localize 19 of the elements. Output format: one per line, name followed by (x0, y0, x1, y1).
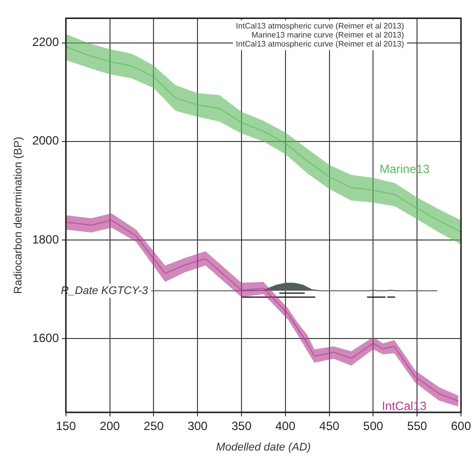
x-axis-title: Modelled date (AD) (216, 441, 312, 454)
x-tick-label: 400 (275, 418, 296, 433)
x-tick-label: 250 (144, 418, 164, 433)
y-tick-label: 2000 (32, 134, 60, 148)
x-tick-label: 150 (56, 418, 76, 433)
y-tick-label: 1600 (32, 330, 60, 345)
annotation: IntCal13 atmospheric curve (Reimer et al 2013) (236, 21, 404, 30)
x-tick-label: 200 (100, 418, 120, 433)
x-tick-label: 600 (450, 418, 472, 433)
y-tick-label: 1800 (32, 232, 60, 246)
x-tick-label: 550 (407, 418, 428, 433)
x-tick-label: 300 (188, 418, 208, 433)
annotation: Marine13 marine curve (Reimer et al 2013) (251, 30, 404, 40)
y-axis-title: Radiocarbon determination (BP) (12, 136, 25, 294)
x-tick-label: 450 (319, 418, 340, 433)
y-tick-label: 2200 (32, 35, 60, 50)
annotation: IntCal13 atmospheric curve (Reimer et al 2013) (236, 39, 404, 48)
x-tick-label: 500 (363, 418, 384, 433)
x-tick-label: 350 (231, 418, 252, 433)
